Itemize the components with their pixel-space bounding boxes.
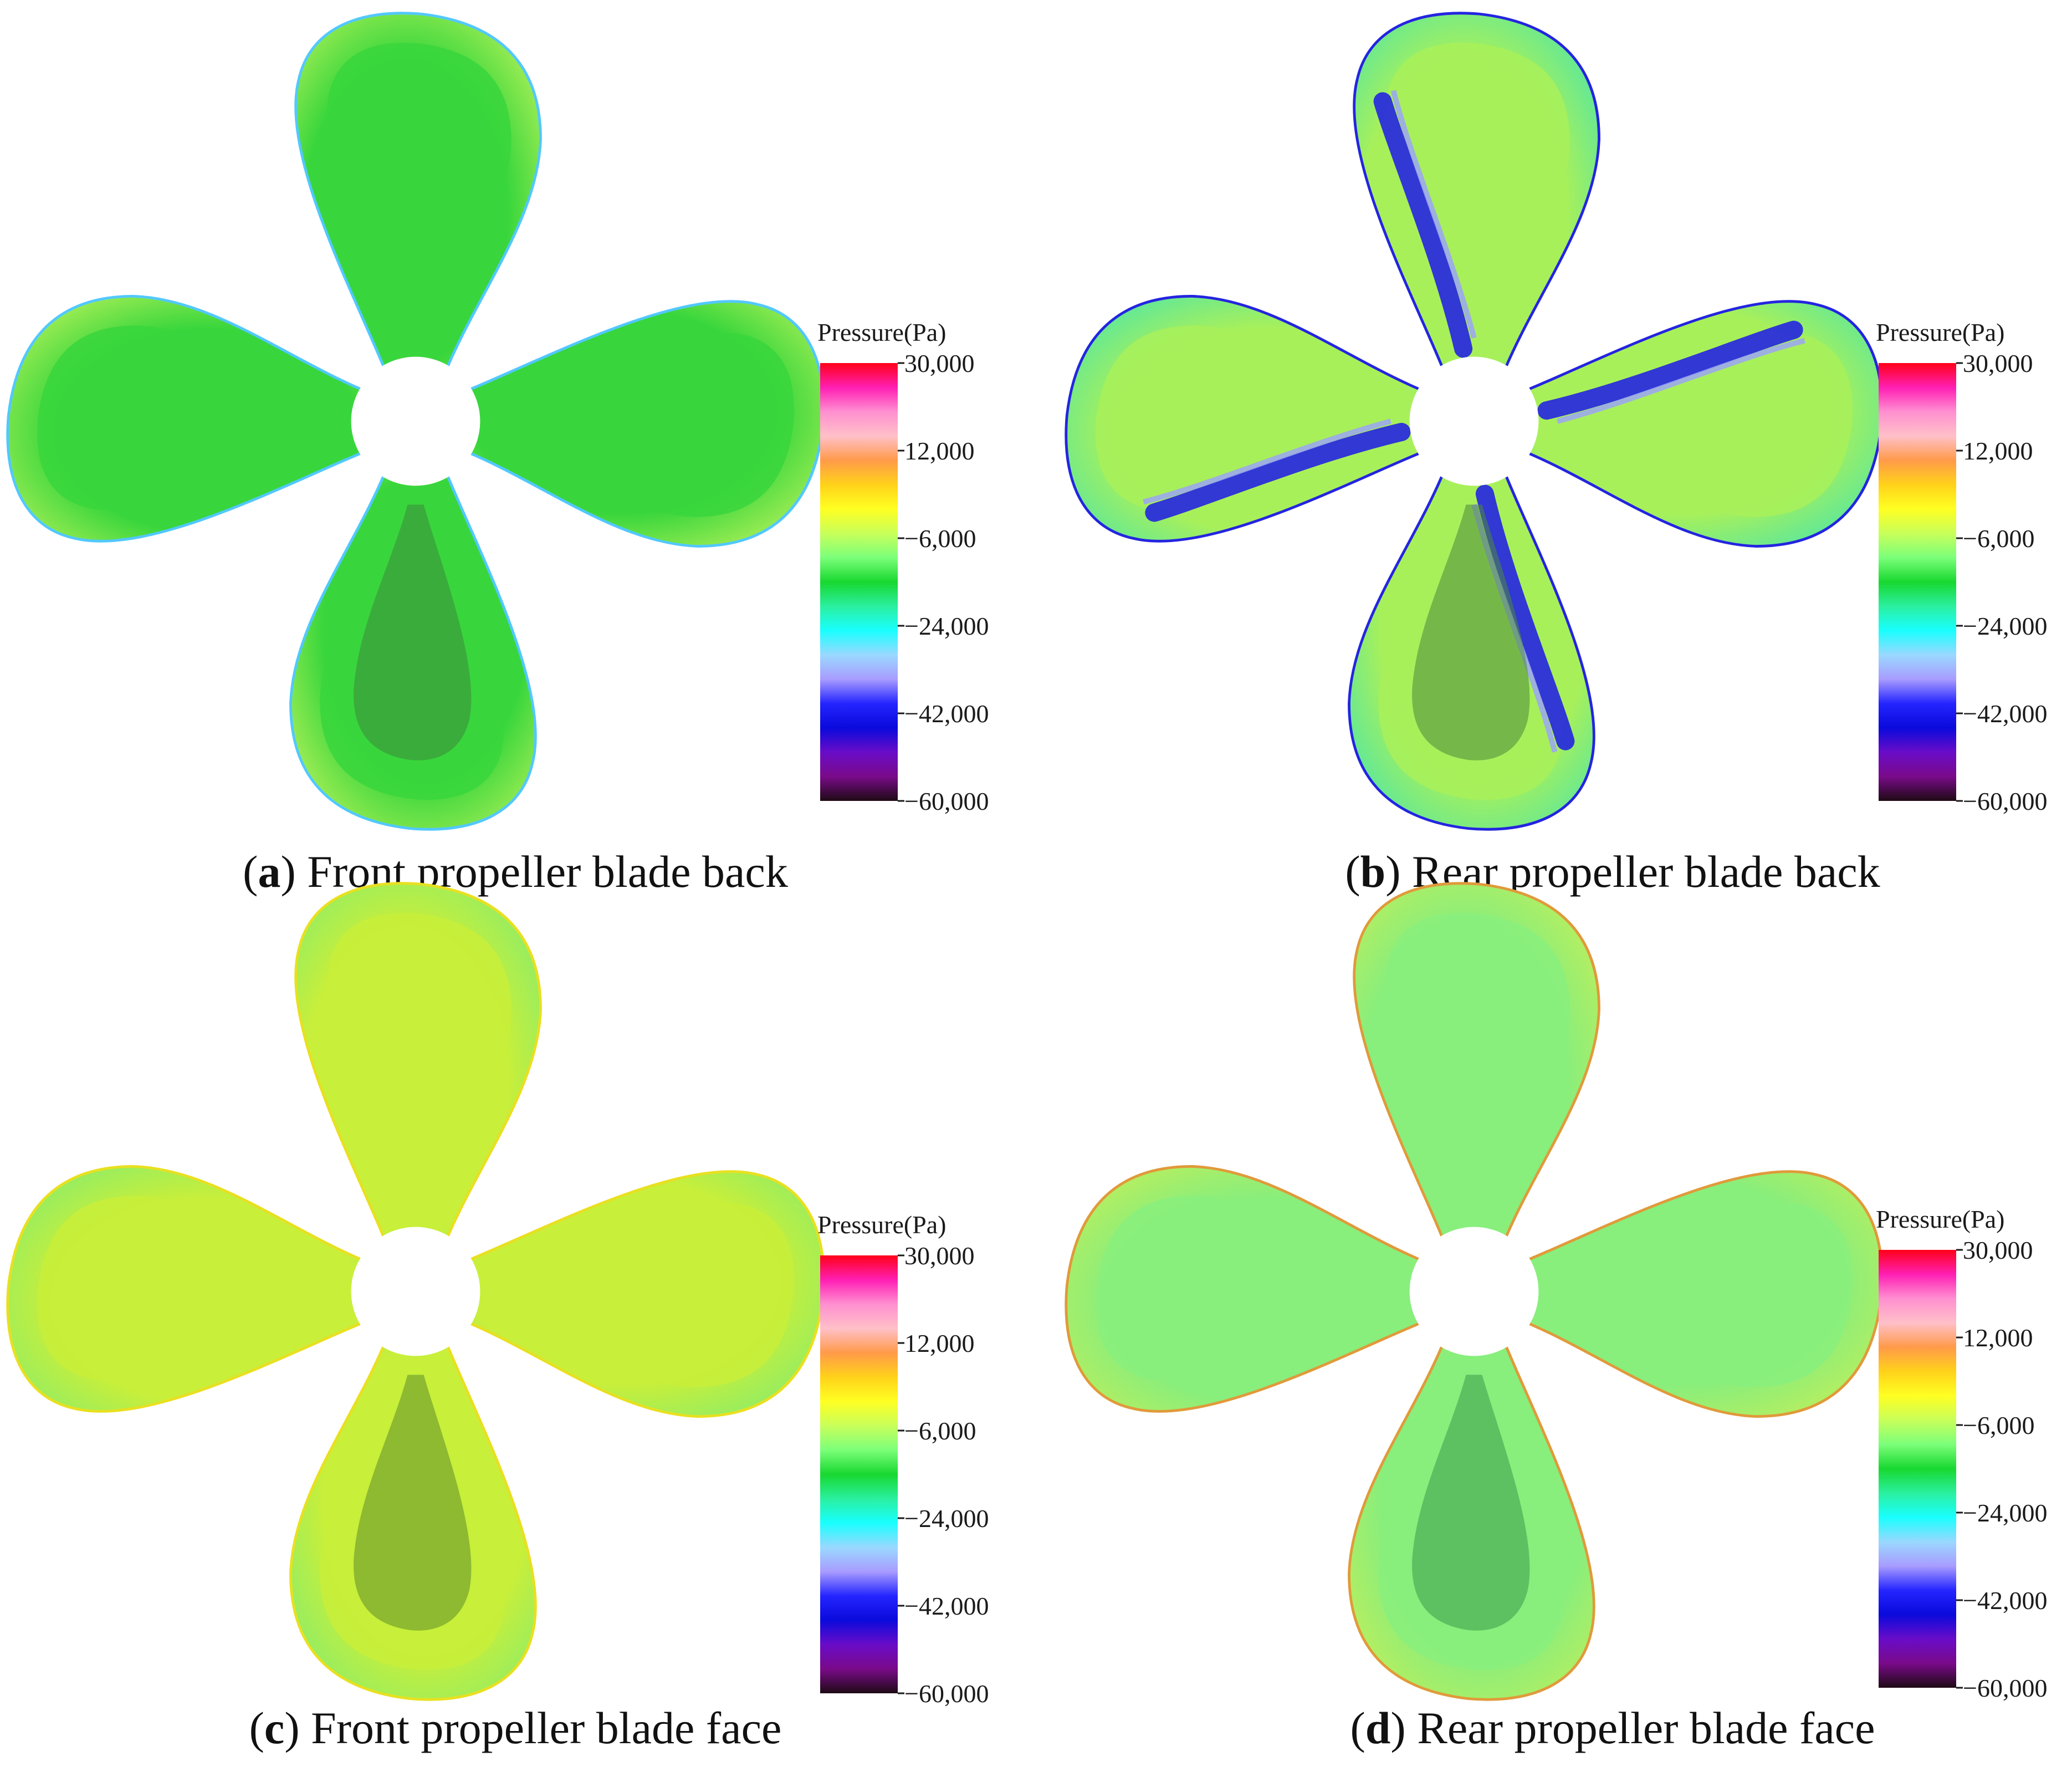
propeller-blade — [6, 1165, 373, 1413]
panel-a: Pressure(Pa) 30,000 12,000 −6,000 −24,000 −42… — [6, 12, 989, 897]
propeller-blade — [1353, 882, 1600, 1249]
colorbar-title: Pressure(Pa) — [1876, 1205, 2005, 1233]
pressure-colorbar: Pressure(Pa) 30,000 12,000 −6,000 −24,000 −42… — [817, 1211, 989, 1708]
propeller-blade — [1517, 300, 1884, 548]
colorbar-title: Pressure(Pa) — [1876, 318, 2005, 346]
colorbar-tick-label: −24,000 — [1963, 612, 2047, 640]
colorbar-tick-label: −60,000 — [904, 787, 989, 815]
colorbar-tick-label: −42,000 — [1963, 699, 2047, 728]
propeller-blade — [294, 12, 542, 379]
colorbar-tick-label: −60,000 — [904, 1679, 989, 1708]
colorbar-gradient — [820, 363, 898, 801]
panel-b: Pressure(Pa) 30,000 12,000 −6,000 −24,000 −42… — [1065, 12, 2047, 897]
colorbar-tick-label: −60,000 — [1963, 1674, 2047, 1702]
hub — [1409, 356, 1539, 486]
colorbar-tick-label: 30,000 — [1963, 1236, 2033, 1264]
panel-caption: (a) Front propeller blade back — [243, 846, 788, 897]
colorbar-tick-label: 30,000 — [904, 349, 975, 377]
propeller-blade — [458, 1170, 825, 1418]
propeller-blade — [458, 300, 825, 548]
propeller-blade — [289, 1334, 537, 1701]
colorbar-tick-label: −6,000 — [1963, 1411, 2034, 1439]
colorbar-title: Pressure(Pa) — [817, 1211, 947, 1239]
propeller-blade — [1065, 295, 1431, 543]
colorbar-tick-label: −6,000 — [904, 1417, 976, 1445]
colorbar-tick-label: −24,000 — [904, 1504, 989, 1533]
propeller-blade — [1348, 464, 1595, 831]
colorbar-tick-label: −6,000 — [1963, 524, 2034, 553]
propeller-blade — [1065, 1165, 1431, 1413]
panel-d: Pressure(Pa) 30,000 12,000 −6,000 −24,000 −42… — [1065, 882, 2047, 1753]
colorbar-gradient — [820, 1255, 898, 1693]
hub — [351, 356, 480, 486]
panel-caption: (c) Front propeller blade face — [249, 1703, 782, 1753]
pressure-colorbar: Pressure(Pa) 30,000 12,000 −6,000 −24,000 −42… — [1876, 318, 2047, 815]
propeller-blade — [294, 882, 542, 1249]
colorbar-gradient — [1879, 1250, 1956, 1688]
colorbar-tick-label: −6,000 — [904, 524, 976, 553]
colorbar-tick-label: 30,000 — [1963, 349, 2033, 377]
colorbar-tick-label: 12,000 — [1963, 437, 2033, 465]
colorbar-tick-label: 12,000 — [904, 437, 975, 465]
colorbar-tick-label: 12,000 — [904, 1329, 975, 1357]
colorbar-gradient — [1879, 363, 1956, 801]
propeller-blade — [6, 295, 373, 543]
colorbar-tick-label: −24,000 — [1963, 1499, 2047, 1527]
colorbar-tick-label: −42,000 — [904, 699, 989, 728]
panel-caption: (d) Rear propeller blade face — [1350, 1703, 1875, 1753]
panel-c: Pressure(Pa) 30,000 12,000 −6,000 −24,000 −42… — [6, 882, 989, 1753]
propeller-blade — [289, 464, 537, 831]
propeller-blade — [1353, 12, 1600, 379]
pressure-colorbar: Pressure(Pa) 30,000 12,000 −6,000 −24,000 −42… — [817, 318, 989, 815]
propeller-render — [6, 882, 825, 1701]
propeller-blade — [1348, 1334, 1595, 1701]
propeller-render — [6, 12, 825, 831]
colorbar-tick-label: −42,000 — [1963, 1586, 2047, 1615]
propeller-render — [1065, 12, 1884, 831]
propeller-blade — [1517, 1170, 1884, 1418]
colorbar-tick-label: 12,000 — [1963, 1324, 2033, 1352]
hub — [1409, 1227, 1539, 1356]
colorbar-tick-label: −60,000 — [1963, 787, 2047, 815]
colorbar-tick-label: 30,000 — [904, 1242, 975, 1270]
colorbar-title: Pressure(Pa) — [817, 318, 947, 346]
hub — [351, 1227, 480, 1356]
colorbar-tick-label: −24,000 — [904, 612, 989, 640]
pressure-colorbar: Pressure(Pa) 30,000 12,000 −6,000 −24,000 −42… — [1876, 1205, 2047, 1702]
propeller-render — [1065, 882, 1884, 1701]
colorbar-tick-label: −42,000 — [904, 1592, 989, 1620]
